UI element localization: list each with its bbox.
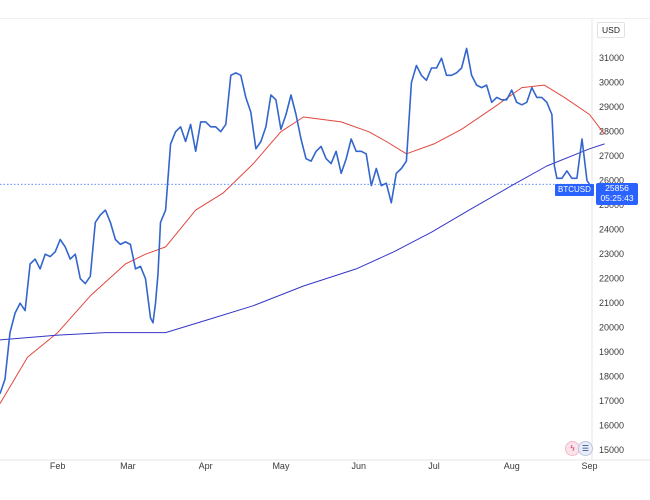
y-tick-label: 24000 bbox=[599, 225, 624, 235]
y-tick-label: 25000 bbox=[599, 200, 624, 210]
y-tick-label: 31000 bbox=[599, 53, 624, 63]
symbol-tag: BTCUSD bbox=[555, 184, 594, 196]
series-layer bbox=[0, 47, 605, 404]
y-tick-label: 19000 bbox=[599, 347, 624, 357]
y-tick-label: 29000 bbox=[599, 102, 624, 112]
y-tick-label: 22000 bbox=[599, 274, 624, 284]
y-tick-label: 15000 bbox=[599, 445, 624, 455]
last-price-tag: 25856 05:25:43 bbox=[596, 183, 638, 205]
y-tick-label: 16000 bbox=[599, 421, 624, 431]
time-axis[interactable]: Feb Mar Apr May Jun Jul Aug Sep bbox=[50, 461, 598, 471]
y-tick-label: 27000 bbox=[599, 151, 624, 161]
y-tick-label: 17000 bbox=[599, 396, 624, 406]
us-flag-icon[interactable]: ☰ bbox=[578, 441, 593, 456]
top-divider bbox=[0, 18, 650, 19]
x-tick-label: Mar bbox=[120, 461, 136, 471]
y-tick-label: 18000 bbox=[599, 372, 624, 382]
short-moving-average-line bbox=[0, 84, 605, 404]
x-tick-label: Sep bbox=[581, 461, 597, 471]
last-price-value: 25856 bbox=[605, 183, 629, 193]
currency-selector[interactable]: USD bbox=[597, 22, 625, 38]
x-tick-label: Jun bbox=[351, 461, 366, 471]
y-tick-label: 28000 bbox=[599, 127, 624, 137]
x-tick-label: Jul bbox=[428, 461, 440, 471]
y-tick-label: 20000 bbox=[599, 323, 624, 333]
x-tick-label: Feb bbox=[50, 461, 66, 471]
y-tick-label: 21000 bbox=[599, 298, 624, 308]
long-moving-average-line bbox=[0, 143, 605, 341]
x-tick-label: Aug bbox=[504, 461, 520, 471]
x-tick-label: May bbox=[272, 461, 290, 471]
y-tick-label: 23000 bbox=[599, 249, 624, 259]
y-tick-label: 30000 bbox=[599, 78, 624, 88]
price-axis[interactable]: 3200031000300002900028000270002600025000… bbox=[599, 29, 624, 456]
y-tick-label: 26000 bbox=[599, 176, 624, 186]
btc-price-line bbox=[0, 47, 591, 395]
x-tick-label: Apr bbox=[199, 461, 213, 471]
bar-countdown: 05:25:43 bbox=[600, 193, 634, 203]
